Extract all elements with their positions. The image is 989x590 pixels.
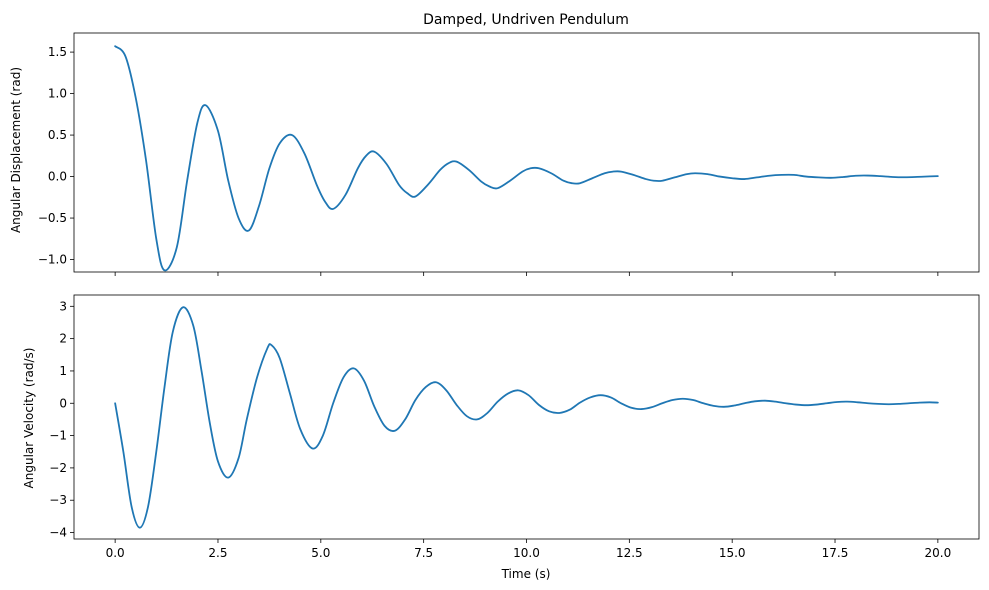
y-tick-label: 1.0 [48,87,67,101]
x-tick-label: 0.0 [106,546,125,560]
displacement-series-line [114,45,939,272]
velocity-subplot: Angular Velocity (rad/s) Time (s) −4 −3 −2… [22,294,980,581]
y-tick-label: −2 [49,461,67,475]
y-tick-label: −1 [49,429,67,443]
velocity-series-line [114,306,939,529]
x-tick-label: 15.0 [719,546,746,560]
x-tick-label: 2.5 [208,546,227,560]
x-tick-label: 5.0 [311,546,330,560]
y-tick-label: 2 [59,332,67,346]
y-tick-label: −4 [49,526,67,540]
y-tick-label: 0.0 [48,170,67,184]
displacement-plot-frame [73,32,980,273]
x-tick-label: 17.5 [822,546,849,560]
displacement-axis-ticks: −1.0 −0.5 0.0 0.5 1.0 1.5 [38,45,939,276]
time-x-axis-label: Time (s) [501,567,551,581]
x-tick-label: 7.5 [414,546,433,560]
y-tick-label: 1.5 [48,45,67,59]
y-tick-label: 0.5 [48,128,67,142]
x-tick-label: 10.0 [513,546,540,560]
y-tick-label: −1.0 [38,253,67,267]
x-tick-label: 12.5 [616,546,643,560]
y-tick-label: −3 [49,493,67,507]
velocity-y-axis-label: Angular Velocity (rad/s) [22,348,36,489]
displacement-subplot: Damped, Undriven Pendulum Angular Displa… [9,12,980,276]
y-tick-label: 3 [59,299,67,313]
y-tick-label: 0 [59,396,67,410]
velocity-axis-ticks: −4 −3 −2 −1 0 1 2 3 0.0 2.5 5.0 7.5 10.0 12.5 15.0 17.5… [49,299,951,560]
chart-title: Damped, Undriven Pendulum [423,12,629,28]
y-tick-label: 1 [59,364,67,378]
displacement-y-axis-label: Angular Displacement (rad) [9,67,23,233]
velocity-plot-frame [73,294,980,540]
y-tick-label: −0.5 [38,211,67,225]
x-tick-label: 20.0 [925,546,952,560]
